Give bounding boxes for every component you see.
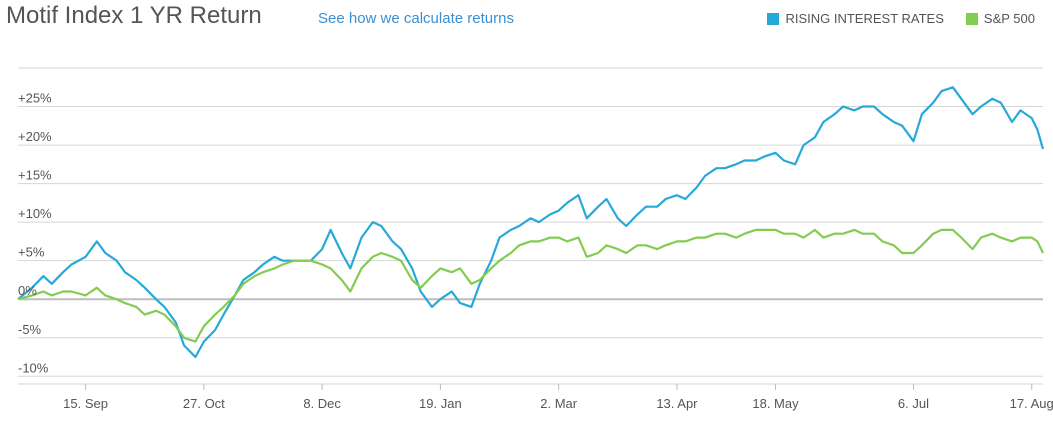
y-tick-label: +10% (18, 206, 52, 221)
x-tick-label: 27. Oct (183, 396, 225, 411)
legend-item-rising[interactable]: RISING INTEREST RATES (767, 11, 944, 26)
legend-swatch-rising (767, 12, 780, 25)
calculate-returns-link[interactable]: See how we calculate returns (318, 10, 514, 27)
y-tick-label: +15% (18, 168, 52, 183)
series-line-sp500 (17, 228, 1044, 343)
legend-swatch-sp500 (965, 12, 978, 25)
legend-label-sp500: S&P 500 (983, 11, 1035, 26)
y-tick-label: 0% (18, 283, 37, 298)
y-tick-label: -5% (18, 322, 42, 337)
x-tick-label: 18. May (752, 396, 799, 411)
y-tick-label: +25% (18, 91, 52, 106)
x-tick-label: 6. Jul (898, 396, 929, 411)
legend: RISING INTEREST RATES S&P 500 (767, 11, 1035, 26)
legend-label-rising: RISING INTEREST RATES (785, 11, 944, 26)
y-tick-label: +20% (18, 129, 52, 144)
x-tick-label: 15. Sep (63, 396, 108, 411)
y-tick-label: -10% (18, 360, 49, 375)
legend-item-sp500[interactable]: S&P 500 (965, 11, 1035, 26)
series-line-rising-interest-rates (17, 86, 1045, 359)
x-tick-label: 19. Jan (419, 396, 462, 411)
y-tick-label: +5% (18, 245, 45, 260)
x-tick-label: 8. Dec (303, 396, 341, 411)
page-title: Motif Index 1 YR Return (6, 2, 262, 29)
x-tick-label: 17. Aug (1010, 396, 1053, 411)
x-tick-label: 2. Mar (540, 396, 578, 411)
x-tick-label: 13. Apr (656, 396, 698, 411)
